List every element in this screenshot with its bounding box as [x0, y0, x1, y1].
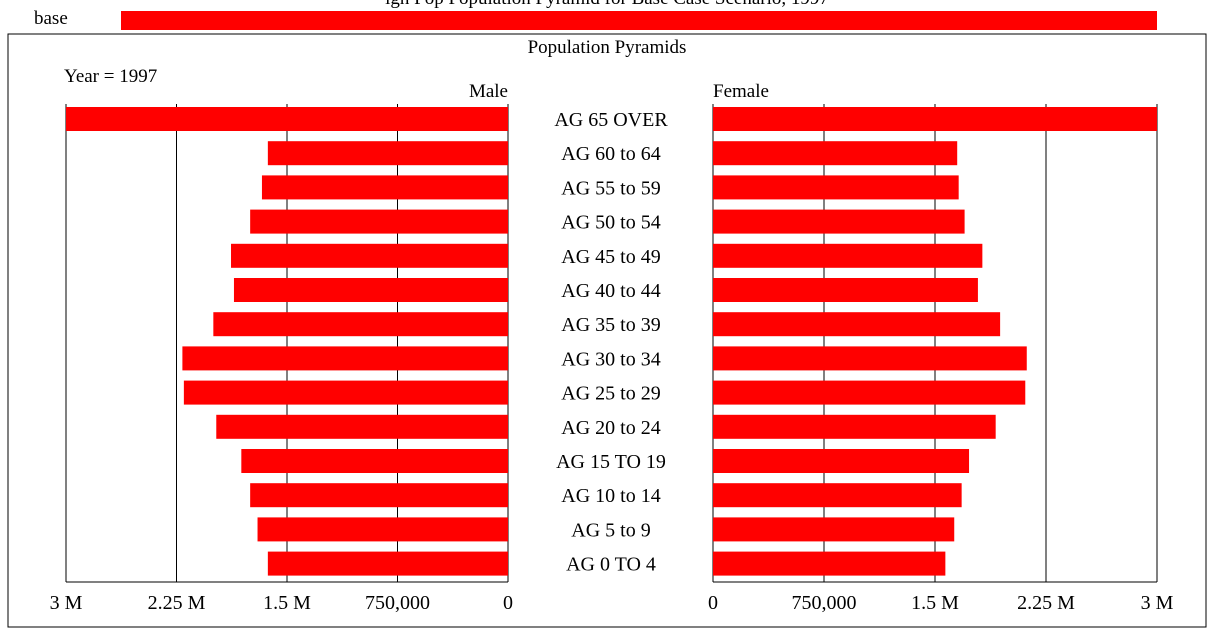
- female-bar: [713, 243, 983, 268]
- male-bar: [257, 517, 508, 542]
- age-group-label: AG 40 to 44: [561, 280, 660, 302]
- male-bar: [250, 209, 508, 234]
- male-bar: [241, 449, 508, 473]
- female-axis-label: Female: [713, 81, 769, 102]
- legend-label: base: [34, 8, 68, 29]
- age-group-label: AG 35 to 39: [561, 314, 660, 336]
- male-tick-label: 2.25 M: [148, 592, 206, 614]
- male-bar: [233, 278, 508, 302]
- partial-title: igh Pop Population Pyramid for Base Case…: [385, 0, 829, 9]
- tick-labels: 3 M 2.25 M 1.5 M 750,000 0 0 750,000 1.5 M 2.25 …: [50, 592, 1174, 614]
- female-bar: [713, 175, 959, 200]
- male-bar: [216, 414, 508, 439]
- male-tick-label: 3 M: [50, 592, 83, 614]
- age-group-label: AG 20 to 24: [561, 417, 660, 439]
- male-bar: [267, 551, 508, 576]
- female-tick-label: 750,000: [792, 592, 857, 614]
- male-bar: [213, 312, 509, 337]
- female-bar: [713, 312, 1001, 337]
- male-bar: [261, 175, 508, 200]
- female-bar: [713, 551, 946, 576]
- legend-swatch: [121, 11, 1157, 30]
- female-bar: [713, 483, 962, 508]
- category-labels: AG 65 OVER AG 60 to 64 AG 55 to 59 AG 50 to…: [554, 109, 668, 576]
- age-group-label: AG 65 OVER: [554, 109, 668, 131]
- age-group-label: AG 55 to 59: [561, 177, 660, 199]
- male-bar: [231, 243, 508, 268]
- age-group-label: AG 45 to 49: [561, 246, 660, 268]
- female-bar: [713, 414, 996, 439]
- age-group-label: AG 60 to 64: [561, 143, 660, 165]
- age-group-label: AG 30 to 34: [561, 348, 660, 370]
- age-group-label: AG 0 TO 4: [566, 554, 656, 576]
- female-bar: [713, 107, 1157, 131]
- male-bar: [183, 380, 508, 405]
- chart-frame: [7, 33, 1207, 628]
- male-bar: [267, 141, 508, 166]
- male-tick-label: 750,000: [365, 592, 430, 614]
- age-group-label: AG 10 to 14: [561, 485, 660, 507]
- bars: [66, 107, 1157, 576]
- female-bar: [713, 449, 970, 473]
- male-tick-label: 1.5 M: [263, 592, 311, 614]
- age-group-label: AG 50 to 54: [561, 212, 660, 234]
- age-group-label: AG 5 to 9: [571, 519, 650, 541]
- male-bar: [182, 346, 509, 371]
- female-bar: [713, 346, 1027, 371]
- female-tick-label: 2.25 M: [1017, 592, 1075, 614]
- male-bar: [66, 107, 508, 131]
- grid-lines: [65, 104, 1158, 583]
- age-group-label: AG 25 to 29: [561, 383, 660, 405]
- male-bar: [250, 483, 508, 508]
- female-bar: [713, 141, 958, 166]
- female-bar: [713, 517, 955, 542]
- female-bar: [713, 380, 1026, 405]
- male-axis-label: Male: [469, 81, 508, 102]
- female-bar: [713, 209, 965, 234]
- age-group-label: AG 15 TO 19: [556, 451, 666, 473]
- female-bar: [713, 278, 978, 302]
- female-tick-label: 3 M: [1141, 592, 1174, 614]
- female-tick-label: 0: [708, 592, 718, 614]
- male-tick-label: 0: [503, 592, 513, 614]
- female-tick-label: 1.5 M: [911, 592, 959, 614]
- chart-title: Population Pyramids: [528, 37, 687, 58]
- year-label: Year = 1997: [64, 66, 157, 87]
